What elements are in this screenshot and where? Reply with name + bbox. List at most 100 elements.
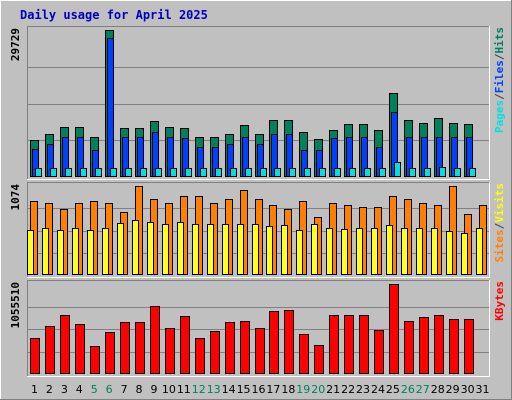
bar-pages-day-30	[469, 168, 476, 177]
x-tick-label-day-27: 27	[416, 383, 430, 396]
legend-item-visits: Visits	[493, 183, 506, 223]
bar-sites-day-23	[356, 228, 363, 275]
bar-kbytes-day-11	[180, 316, 190, 374]
bar-pages-day-13	[215, 168, 222, 177]
bar-kbytes-day-20	[314, 345, 324, 374]
bar-kbytes-day-2	[45, 326, 55, 374]
bar-sites-day-5	[87, 230, 94, 275]
legend-item-hits: Hits	[493, 27, 506, 54]
bar-kbytes-day-18	[284, 310, 294, 374]
x-tick-label-day-28: 28	[431, 383, 445, 396]
bar-kbytes-day-14	[225, 322, 235, 374]
bar-sites-day-27	[416, 228, 423, 275]
x-tick-label-day-17: 17	[266, 383, 280, 396]
bar-kbytes-day-30	[464, 319, 474, 374]
bar-kbytes-day-28	[434, 315, 444, 374]
bar-kbytes-day-5	[90, 346, 100, 374]
bar-sites-day-1	[27, 230, 34, 275]
x-axis-labels: 1 2 3 4 5 6 7 8 9 10 11 12 13 14 15 16 17 18 19 20 21 22 23 24 2…	[31, 383, 490, 396]
legend-hits: Pages/Files/Hits	[493, 27, 506, 133]
legend-item-sep: /	[493, 93, 506, 100]
legend-item-sites: Sites	[493, 229, 506, 262]
bar-pages-day-29	[454, 168, 461, 177]
bar-kbytes-day-27	[419, 317, 429, 374]
x-tick-label-day-20: 20	[311, 383, 325, 396]
bar-pages-day-12	[200, 168, 207, 177]
bar-sites-day-29	[446, 231, 453, 275]
bar-pages-day-5	[95, 168, 102, 177]
bar-kbytes-day-1	[30, 338, 40, 374]
bar-sites-day-19	[296, 230, 303, 275]
bar-pages-day-14	[230, 168, 237, 177]
bar-kbytes-day-15	[240, 321, 250, 374]
bar-sites-day-25	[386, 225, 393, 275]
x-tick-label-day-19: 19	[296, 383, 310, 396]
x-tick-label-day-4: 4	[76, 383, 83, 396]
x-tick-label-day-1: 1	[31, 383, 38, 396]
bar-pages-day-20	[319, 168, 326, 177]
bar-sites-day-10	[162, 224, 169, 275]
x-tick-label-day-13: 13	[207, 383, 221, 396]
bar-pages-day-21	[334, 168, 341, 177]
bar-kbytes-day-16	[255, 328, 265, 374]
bar-sites-day-3	[57, 230, 64, 275]
panel-kbytes: 1055510 KBytes	[9, 280, 506, 377]
x-tick-label-day-15: 15	[237, 383, 251, 396]
x-tick-label-day-8: 8	[136, 383, 143, 396]
x-tick-label-day-22: 22	[341, 383, 355, 396]
x-tick-label-day-7: 7	[121, 383, 128, 396]
legend-item-pages: Pages	[493, 100, 506, 133]
legend-item-sep: /	[493, 222, 506, 229]
bar-sites-day-8	[132, 220, 139, 275]
bar-sites-day-28	[431, 228, 438, 275]
panel-visits: 1074 Sites/Visits	[9, 182, 506, 278]
bar-pages-day-18	[289, 168, 296, 177]
bar-pages-day-23	[364, 168, 371, 177]
x-tick-label-day-29: 29	[446, 383, 460, 396]
x-tick-label-day-21: 21	[326, 383, 340, 396]
bar-sites-day-21	[326, 228, 333, 275]
bar-kbytes-day-17	[269, 311, 279, 374]
bar-kbytes-day-3	[60, 315, 70, 374]
legend-kbytes: KBytes	[493, 281, 506, 321]
bar-kbytes-day-21	[329, 315, 339, 374]
bar-pages-day-28	[439, 167, 446, 177]
bar-pages-day-27	[424, 168, 431, 177]
bar-pages-day-16	[260, 168, 267, 177]
bar-pages-day-1	[35, 168, 42, 177]
bar-kbytes-day-12	[195, 338, 205, 374]
x-tick-label-day-31: 31	[476, 383, 490, 396]
bar-sites-day-22	[341, 229, 348, 275]
y-max-label-hits: 29729	[9, 28, 22, 61]
x-tick-label-day-3: 3	[61, 383, 68, 396]
bar-sites-day-4	[72, 228, 79, 275]
x-tick-label-day-12: 12	[192, 383, 206, 396]
bar-pages-day-3	[65, 168, 72, 177]
bar-sites-day-24	[371, 228, 378, 275]
bar-kbytes-day-6	[105, 332, 115, 374]
bar-pages-day-9	[155, 168, 162, 177]
legend-item-files: Files	[493, 60, 506, 93]
bar-files-day-6	[107, 38, 114, 177]
bar-sites-day-7	[117, 223, 124, 275]
x-tick-label-day-6: 6	[106, 383, 113, 396]
bar-pages-day-10	[170, 168, 177, 177]
bar-pages-day-8	[140, 168, 147, 177]
bar-pages-day-22	[349, 168, 356, 177]
bar-sites-day-30	[461, 233, 468, 275]
y-max-label-kbytes: 1055510	[9, 282, 22, 328]
bar-pages-day-2	[50, 168, 57, 177]
bar-pages-day-17	[274, 168, 281, 177]
bar-pages-day-25	[394, 162, 401, 177]
bar-kbytes-day-7	[120, 322, 130, 374]
bar-sites-day-26	[401, 228, 408, 275]
bar-pages-day-6	[110, 168, 117, 177]
bar-kbytes-day-26	[404, 321, 414, 374]
x-tick-label-day-14: 14	[222, 383, 236, 396]
bar-sites-day-31	[476, 228, 483, 275]
bar-sites-day-16	[252, 224, 259, 275]
x-tick-label-day-25: 25	[386, 383, 400, 396]
chart-title: Daily usage for April 2025	[20, 8, 208, 22]
